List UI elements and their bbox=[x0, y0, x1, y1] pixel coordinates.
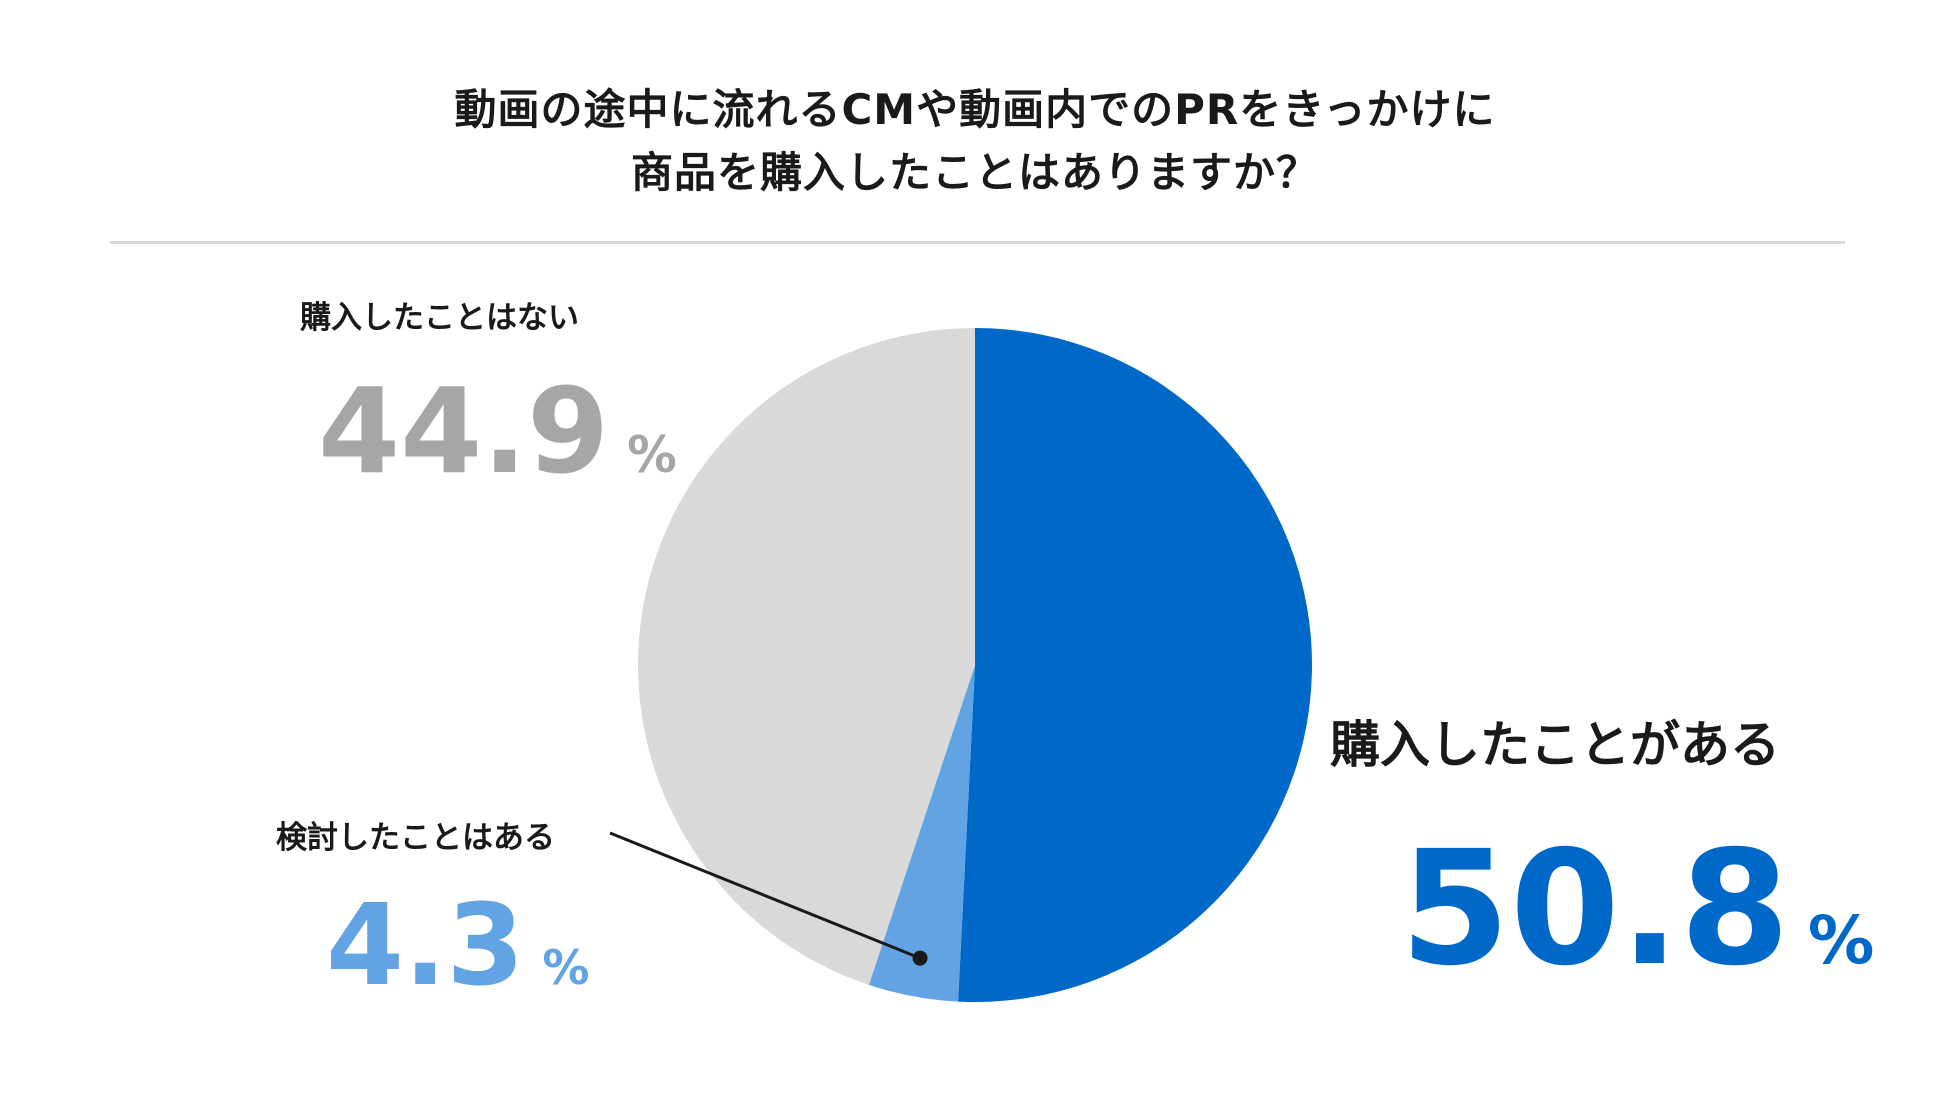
pie-slice-considered bbox=[868, 665, 975, 1002]
leader-line-considered bbox=[609, 831, 921, 960]
leader-dot-considered bbox=[912, 950, 928, 966]
slice-value-not-purchased: 44.9% bbox=[318, 362, 677, 500]
chart-title-line-1: 動画の途中に流れるCMや動画内でのPRをきっかけに bbox=[454, 85, 1496, 134]
chart-title-line-2: 商品を購入したことはありますか？ bbox=[630, 148, 1319, 197]
slice-value-considered: 4.3% bbox=[326, 881, 590, 1011]
slice-label-purchased: 購入したことがある bbox=[1330, 716, 1780, 774]
slice-value-purchased: 50.8% bbox=[1400, 817, 1875, 1001]
pie-slice-not-purchased bbox=[638, 328, 975, 985]
slice-label-not-purchased: 購入したことはない bbox=[300, 300, 579, 336]
pie-slices bbox=[638, 328, 1313, 1002]
title-divider bbox=[110, 241, 1845, 244]
slice-label-considered: 検討したことはある bbox=[276, 820, 555, 856]
pie-slice-purchased bbox=[958, 328, 1313, 1002]
